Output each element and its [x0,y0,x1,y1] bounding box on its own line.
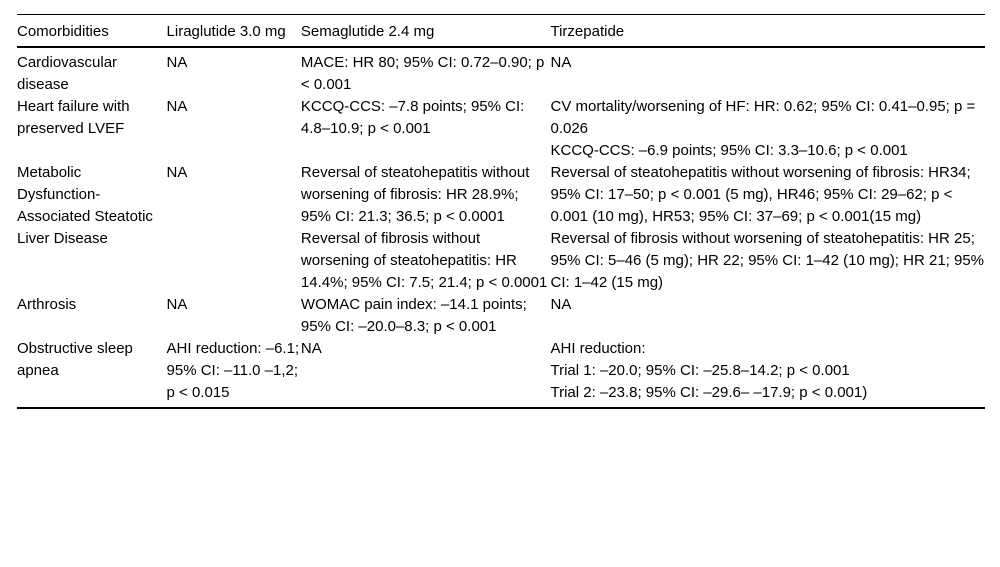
cell-text: NA [300,340,322,357]
cell-text: Obstructive sleep apnea [17,340,133,379]
cell-tirzepatide: AHI reduction: Trial 1: –20.0; 95% CI: –… [550,338,985,408]
cell-text: NA [166,296,188,313]
cell-semaglutide: WOMAC pain index: –14.1 points; 95% CI: … [301,294,551,338]
header-label: Liraglutide 3.0 mg [166,23,286,40]
row-masld: Metabolic Dysfunction-Associated Steatot… [17,162,985,294]
header-label: Tirzepatide [550,23,625,40]
cell-semaglutide: NA [301,338,551,408]
header-label: Comorbidities [17,23,109,40]
header-semaglutide: Semaglutide 2.4 mg [300,14,551,48]
header-tirzepatide: Tirzepatide [550,14,985,48]
header-label: Semaglutide 2.4 mg [300,23,435,40]
cell-text: CV mortality/worsening of HF: HR: 0.62; … [550,98,976,137]
cell-text: Trial 1: –20.0; 95% CI: –25.8–14.2; p < … [550,362,850,379]
cell-text: Cardiovascular disease [17,54,118,93]
cell-liraglutide: NA [167,47,301,96]
cell-text: KCCQ-CCS: –6.9 points; 95% CI: 3.3–10.6;… [550,142,908,159]
cell-text: AHI reduction: [550,340,646,357]
cell-tirzepatide: NA [550,294,985,338]
cell-text: AHI reduction: –6.1; 95% CI: –11.0 –1,2;… [166,340,300,401]
cell-text: NA [166,98,188,115]
row-heart-failure: Heart failure with preserved LVEF NA KCC… [17,96,985,162]
cell-comorbidity: Heart failure with preserved LVEF [17,96,167,162]
cell-liraglutide: AHI reduction: –6.1; 95% CI: –11.0 –1,2;… [167,338,301,408]
header-comorbidities: Comorbidities [17,14,167,48]
cell-text: Reversal of steatohepatitis without wors… [550,164,971,225]
cell-text: Reversal of steatohepatitis without wors… [300,164,530,225]
cell-comorbidity: Metabolic Dysfunction-Associated Steatot… [17,162,167,294]
cell-tirzepatide: Reversal of steatohepatitis without wors… [550,162,985,294]
cell-tirzepatide: CV mortality/worsening of HF: HR: 0.62; … [550,96,985,162]
cell-semaglutide: KCCQ-CCS: –7.8 points; 95% CI: 4.8–10.9;… [301,96,551,162]
cell-liraglutide: NA [167,96,301,162]
row-obstructive-sleep-apnea: Obstructive sleep apnea AHI reduction: –… [17,338,985,408]
cell-text: NA [166,54,188,71]
cell-semaglutide: Reversal of steatohepatitis without wors… [301,162,551,294]
cell-semaglutide: MACE: HR 80; 95% CI: 0.72–0.90; p < 0.00… [301,47,551,96]
cell-text: WOMAC pain index: –14.1 points; 95% CI: … [300,296,527,335]
cell-tirzepatide: NA [550,47,985,96]
header-row: Comorbidities Liraglutide 3.0 mg Semaglu… [17,14,985,48]
cell-text: Trial 2: –23.8; 95% CI: –29.6– –17.9; p … [550,384,868,401]
row-cardiovascular-disease: Cardiovascular disease NA MACE: HR 80; 9… [17,47,985,96]
cell-comorbidity: Cardiovascular disease [17,47,167,96]
cell-liraglutide: NA [167,162,301,294]
cell-comorbidity: Obstructive sleep apnea [17,338,167,408]
cell-text: NA [550,54,572,71]
cell-text: KCCQ-CCS: –7.8 points; 95% CI: 4.8–10.9;… [300,98,525,137]
cell-text: NA [166,164,188,181]
row-arthrosis: Arthrosis NA WOMAC pain index: –14.1 poi… [17,294,985,338]
cell-text: Reversal of fibrosis without worsening o… [300,230,548,291]
cell-text: MACE: HR 80; 95% CI: 0.72–0.90; p < 0.00… [300,54,545,93]
header-liraglutide: Liraglutide 3.0 mg [166,14,301,48]
cell-text: Heart failure with preserved LVEF [17,98,130,137]
cell-liraglutide: NA [167,294,301,338]
comorbidity-comparison-table: Comorbidities Liraglutide 3.0 mg Semaglu… [17,14,985,409]
cell-text: Metabolic Dysfunction-Associated Steatot… [17,164,153,247]
cell-text: NA [550,296,572,313]
cell-text: Reversal of fibrosis without worsening o… [550,230,985,291]
cell-comorbidity: Arthrosis [17,294,167,338]
cell-text: Arthrosis [17,296,77,313]
